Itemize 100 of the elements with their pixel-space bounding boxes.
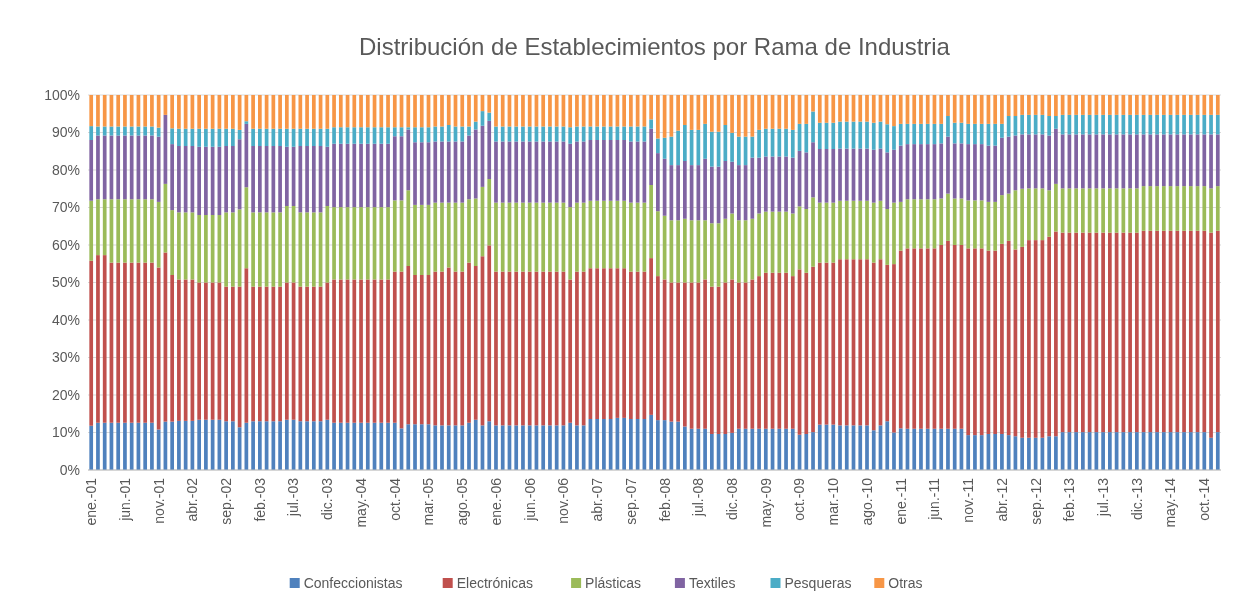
x-tick-label: may.-09 [757, 477, 774, 528]
bar [129, 422, 134, 470]
bar [1108, 114, 1112, 135]
bar [1134, 114, 1139, 135]
bar [757, 213, 761, 277]
bar [871, 122, 876, 150]
x-tick-label: feb.-08 [656, 477, 673, 522]
bar [649, 414, 653, 470]
bar [946, 193, 950, 241]
bar [757, 129, 761, 158]
bar [952, 428, 957, 470]
bar [413, 142, 417, 205]
bar [676, 165, 680, 221]
bar [575, 271, 579, 426]
bar [251, 286, 255, 422]
bar [696, 282, 701, 429]
bar [1000, 195, 1004, 244]
bar [487, 95, 492, 113]
bar [763, 156, 768, 212]
bar [858, 425, 863, 470]
bar [1148, 95, 1153, 115]
bar [892, 126, 896, 150]
bar [197, 128, 201, 147]
bar [919, 248, 923, 429]
bar [102, 135, 107, 200]
x-tick-label: nov.-11 [960, 477, 977, 523]
bar [352, 279, 357, 423]
bar [338, 127, 343, 144]
bar [1175, 186, 1180, 231]
bar [365, 422, 370, 470]
bar [379, 95, 384, 128]
bar [946, 428, 950, 470]
bar [952, 122, 957, 144]
bar [730, 432, 734, 470]
bar [602, 268, 606, 419]
bar [487, 421, 492, 470]
bar [817, 122, 822, 149]
bar [885, 421, 890, 470]
legend-label: Electrónicas [456, 574, 533, 591]
bar [723, 95, 728, 125]
bar [784, 95, 788, 129]
bar [102, 95, 107, 127]
bar [1202, 95, 1207, 115]
bar [1074, 432, 1078, 470]
bar [608, 268, 613, 419]
bar [1108, 95, 1112, 115]
bar [143, 95, 148, 127]
bar [89, 200, 94, 261]
bar [1033, 240, 1038, 438]
bar [305, 146, 309, 213]
bar [844, 259, 849, 426]
bar [116, 126, 121, 136]
bar [554, 271, 559, 426]
bar [939, 245, 944, 429]
bar [973, 144, 977, 201]
bar [1188, 95, 1193, 115]
bar [1175, 230, 1180, 433]
bar [521, 95, 525, 127]
bar [116, 199, 121, 263]
bar [258, 128, 262, 146]
legend-label: Textiles [688, 574, 736, 591]
bar [709, 286, 714, 434]
bar [649, 185, 653, 259]
bar [1161, 186, 1166, 231]
bar [433, 141, 438, 203]
bar [649, 95, 653, 120]
bar [871, 430, 876, 470]
bar [892, 149, 896, 203]
bar [460, 126, 465, 142]
bar [649, 128, 653, 185]
bar [284, 282, 289, 420]
bar [1148, 134, 1153, 187]
bar [548, 126, 552, 142]
bar [595, 419, 600, 470]
bar [129, 95, 134, 127]
bar [514, 271, 519, 426]
bar [311, 212, 316, 287]
bar [521, 141, 525, 203]
bar [527, 202, 532, 272]
bar [581, 141, 586, 203]
bar [183, 420, 188, 470]
bar [251, 212, 255, 287]
bar [676, 95, 680, 131]
bar [912, 199, 917, 249]
bar [338, 279, 343, 423]
bar [177, 420, 181, 470]
bar [1209, 114, 1213, 135]
bar [231, 421, 235, 470]
bar [116, 262, 121, 423]
bar [1134, 188, 1139, 233]
bar [1027, 240, 1031, 438]
bar [709, 223, 714, 287]
bar [1134, 232, 1139, 433]
bar [1101, 114, 1105, 135]
bar [89, 260, 94, 426]
bar [952, 198, 957, 245]
bar [804, 434, 809, 470]
bar [696, 165, 701, 221]
bar [946, 116, 950, 137]
bar [224, 128, 228, 146]
